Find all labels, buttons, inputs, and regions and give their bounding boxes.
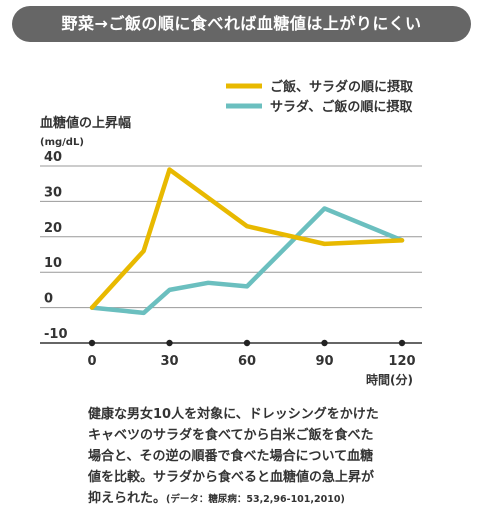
y-tick-label: 40 [44, 150, 62, 165]
y-tick-label: -10 [44, 327, 68, 342]
caption-line: 健康な男女10人を対象に、ドレッシングをかけた [88, 407, 379, 422]
caption-line: 抑えられた。(データ：糖尿病：53,2,96-101,2010) [88, 488, 428, 510]
x-axis-ticks: 0 30 60 90 120 [87, 339, 416, 369]
caption-line: キャベツのサラダを食べてから白米ご飯を食べた [88, 428, 374, 443]
caption: 健康な男女10人を対象に、ドレッシングをかけた キャベツのサラダを食べてから白米… [88, 404, 428, 510]
x-tick-label: 0 [87, 354, 96, 369]
legend-label: ご飯、サラダの順に摂取 [270, 79, 414, 95]
legend-label: サラダ、ご飯の順に摂取 [270, 99, 413, 115]
y-axis-label: 血糖値の上昇幅 [40, 115, 131, 131]
caption-line: 値を比較。サラダから食べると血糖値の急上昇が [88, 470, 375, 485]
y-tick-label: 0 [44, 292, 53, 307]
y-tick-label: 20 [44, 221, 62, 236]
x-tick-dot [321, 339, 328, 347]
line-chart: 40 30 20 10 0 -10 0 30 60 90 120 ご飯、サラダの順に摂取サラダ、ご… [40, 79, 422, 387]
series-line [89, 206, 405, 316]
x-tick-dot [88, 339, 96, 347]
caption-line: 場合と、その逆の順番で食べた場合について血糖 [88, 449, 374, 464]
x-tick-dot [166, 339, 173, 347]
caption-line-end: 抑えられた。 [88, 491, 167, 506]
page-title: 野菜→ご飯の順に食べれば血糖値は上がりにくい [12, 6, 471, 42]
x-axis-label: 時間(分) [366, 372, 413, 387]
y-tick-label: 30 [44, 185, 62, 200]
series-line [89, 167, 405, 310]
series-lines [89, 167, 405, 316]
y-tick-label: 10 [44, 256, 62, 271]
y-axis-ticks: 40 30 20 10 0 -10 [44, 150, 68, 342]
x-tick-label: 90 [315, 354, 333, 369]
grid-lines [40, 165, 422, 344]
x-tick-label: 60 [238, 354, 256, 369]
data-source-note: (データ：糖尿病：53,2,96-101,2010) [166, 494, 345, 505]
x-tick-dot [243, 339, 251, 347]
y-axis-unit: (mg/dL) [40, 137, 84, 148]
x-tick-dot [398, 339, 406, 347]
x-tick-label: 30 [160, 354, 178, 369]
x-tick-label: 120 [388, 354, 415, 369]
